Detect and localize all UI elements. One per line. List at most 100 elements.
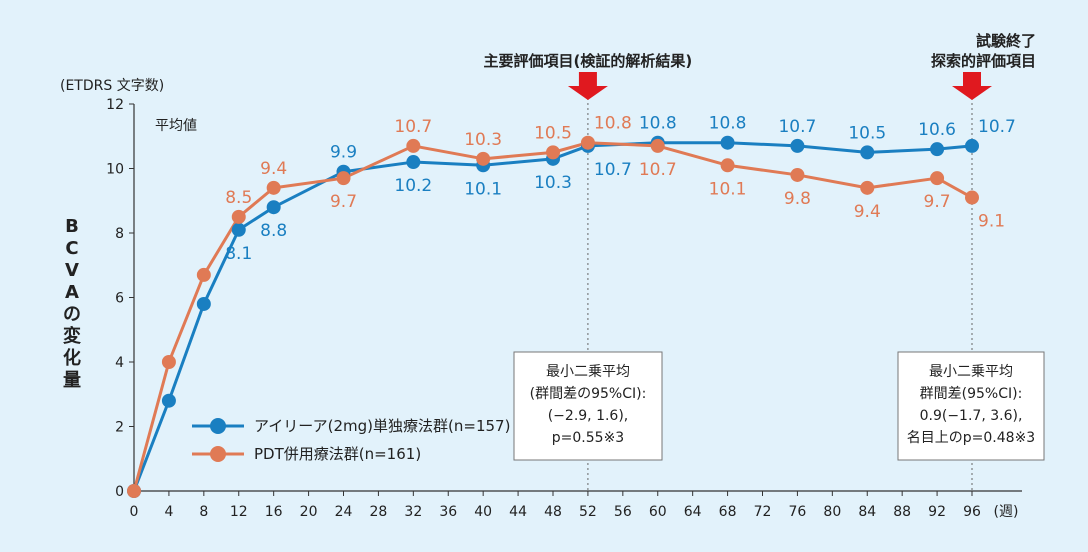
data-label-1: 9.8 (784, 189, 811, 209)
stats-box (513, 351, 663, 461)
data-point-1 (196, 267, 211, 282)
data-point-0 (860, 145, 875, 160)
x-tick-label: 96 (963, 504, 981, 520)
data-point-0 (965, 138, 979, 153)
data-point-1 (406, 138, 421, 153)
data-point-1 (546, 145, 560, 160)
x-axis-label: (週) (994, 504, 1019, 520)
data-point-0 (406, 155, 421, 170)
data-point-1 (965, 190, 979, 205)
x-tick-label: 64 (684, 504, 702, 520)
data-label-1: 9.7 (330, 192, 357, 212)
data-point-0 (231, 222, 246, 237)
x-tick-label: 92 (928, 504, 946, 520)
data-label-1: 9.7 (924, 192, 951, 212)
x-tick-label: 28 (370, 504, 388, 520)
data-label-1: 10.7 (394, 117, 432, 137)
data-point-0 (720, 135, 735, 150)
data-label-0: 10.7 (594, 160, 632, 180)
y-axis-label-char: の (63, 304, 81, 325)
data-label-0: 10.5 (848, 123, 886, 143)
y-tick-label: 4 (115, 355, 124, 371)
stats-box-line: 最小二乗平均 (929, 364, 1013, 380)
reference-header: 探索的評価項目 (931, 52, 1036, 70)
x-tick-label: 8 (199, 504, 208, 520)
x-tick-label: 24 (335, 504, 353, 520)
y-tick-label: 6 (115, 291, 124, 307)
x-tick-label: 0 (130, 504, 139, 520)
x-tick-label: 16 (265, 504, 283, 520)
legend-marker-0 (210, 418, 226, 434)
x-tick-label: 20 (300, 504, 318, 520)
data-point-0 (790, 138, 805, 153)
data-point-1 (266, 180, 281, 195)
data-label-1: 8.5 (225, 188, 252, 208)
y-tick-label: 12 (106, 97, 124, 113)
y-tick-label: 8 (115, 226, 124, 242)
data-point-1 (930, 171, 945, 186)
stats-box-line: (群間差の95%CI): (530, 386, 647, 402)
reference-header: 試験終了 (976, 32, 1036, 50)
stats-box-line: 最小二乗平均 (546, 364, 630, 380)
stats-box-line: (−2.9, 1.6), (548, 408, 629, 424)
series-line-1 (132, 141, 973, 492)
data-label-0: 9.9 (330, 143, 357, 163)
x-tick-label: 40 (474, 504, 492, 520)
data-point-0 (266, 200, 281, 215)
data-label-1: 10.1 (709, 179, 747, 199)
legend-label-1: PDT併用療法群(n=161) (254, 445, 421, 463)
data-label-0: 10.6 (918, 120, 956, 140)
reference-header: 主要評価項目(検証的解析結果) (484, 52, 693, 70)
x-tick-label: 60 (649, 504, 667, 520)
stat-label: 平均値 (155, 118, 197, 134)
data-label-0: 10.8 (639, 114, 677, 134)
data-point-0 (930, 142, 945, 157)
data-label-1: 10.7 (639, 160, 677, 180)
data-point-1 (650, 138, 665, 153)
y-tick-label: 2 (115, 420, 124, 436)
y-axis-label-char: 化 (63, 347, 81, 369)
x-tick-label: 84 (858, 504, 876, 520)
data-point-1 (161, 355, 176, 369)
data-label-0: 8.8 (260, 221, 287, 241)
data-label-0: 10.8 (709, 114, 747, 134)
data-point-1 (231, 209, 246, 224)
y-unit-label: (ETDRS 文字数) (60, 78, 164, 94)
y-axis-label-char: 量 (63, 369, 81, 391)
x-tick-label: 48 (544, 504, 562, 520)
y-tick-label: 0 (115, 484, 124, 500)
stats-box-line: 群間差(95%CI): (920, 386, 1023, 402)
data-label-1: 10.5 (534, 123, 572, 143)
y-tick-label: 10 (106, 162, 124, 178)
x-tick-label: 76 (789, 504, 807, 520)
legend-marker-1 (210, 446, 226, 462)
x-tick-label: 56 (614, 504, 632, 520)
x-tick-label: 32 (404, 504, 422, 520)
y-axis-label-char: B (65, 216, 79, 237)
data-label-1: 9.1 (978, 212, 1005, 232)
x-tick-label: 4 (164, 504, 173, 520)
x-tick-label: 88 (893, 504, 911, 520)
data-point-1 (580, 135, 595, 150)
data-point-1 (476, 151, 491, 166)
y-axis-label-char: 変 (63, 325, 81, 347)
data-label-1: 9.4 (854, 202, 881, 222)
data-label-0: 10.1 (464, 179, 502, 199)
data-label-1: 9.4 (260, 159, 287, 179)
data-label-0: 10.7 (978, 117, 1016, 137)
y-axis-label-char: A (65, 282, 79, 303)
x-tick-label: 36 (439, 504, 457, 520)
x-tick-label: 72 (754, 504, 772, 520)
endpoint-arrow-icon (952, 72, 992, 100)
stats-box-line: 0.9(−1.7, 3.6), (920, 408, 1023, 424)
x-tick-label: 12 (230, 504, 248, 520)
x-tick-label: 68 (719, 504, 737, 520)
series-line-0 (132, 141, 973, 492)
data-label-0: 10.2 (394, 176, 432, 196)
data-point-1 (720, 158, 735, 173)
x-tick-label: 52 (579, 504, 597, 520)
stats-box (897, 351, 1045, 461)
data-label-0: 8.1 (225, 244, 252, 264)
